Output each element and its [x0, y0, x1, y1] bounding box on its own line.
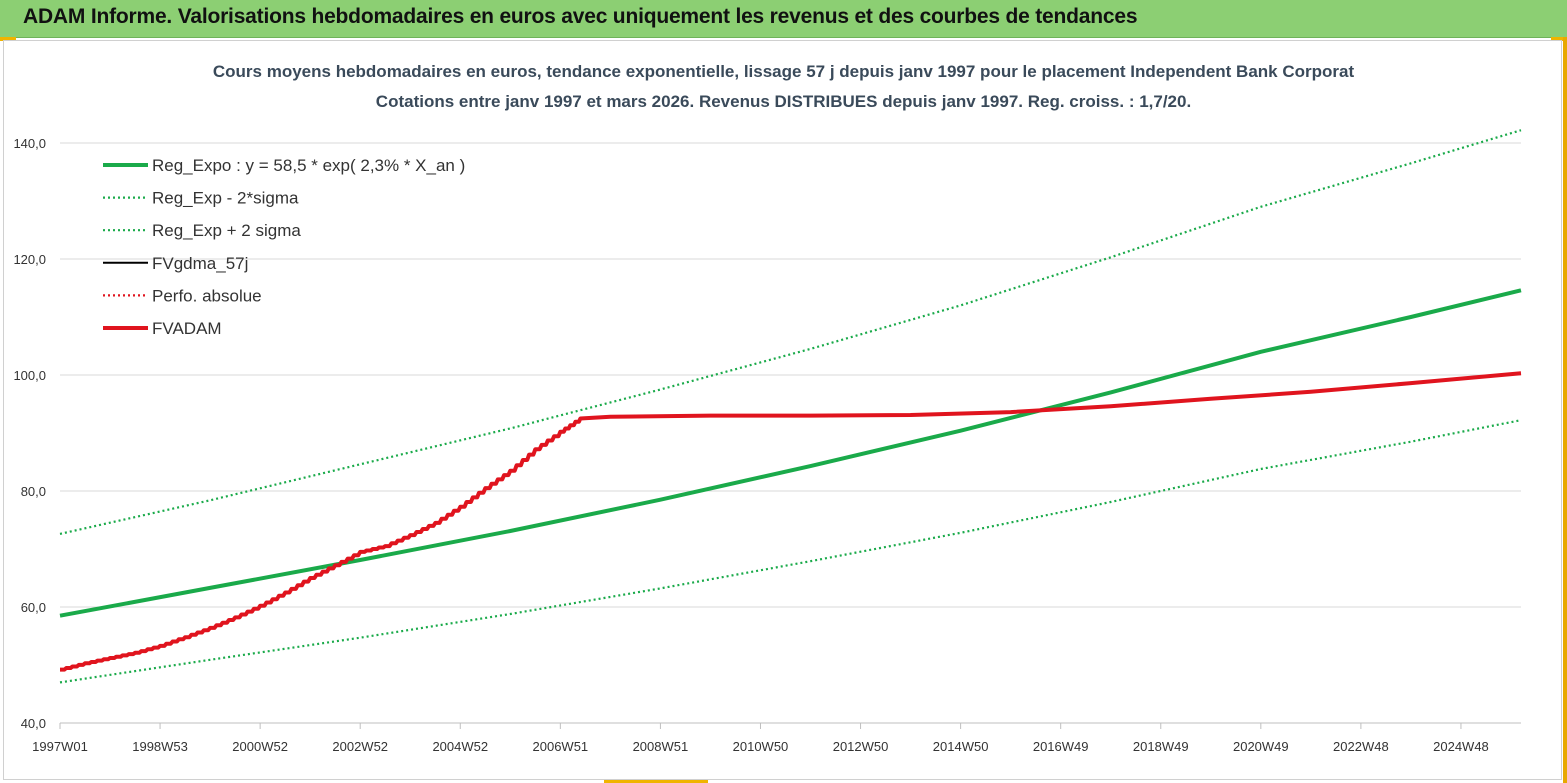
- report-header: ADAM Informe. Valorisations hebdomadaire…: [0, 0, 1567, 38]
- x-tick-label: 2024W48: [1433, 739, 1489, 754]
- x-tick-label: 1998W53: [132, 739, 188, 754]
- legend-label: FVADAM: [152, 319, 222, 338]
- chart-title-line-1: Cours moyens hebdomadaires en euros, ten…: [212, 62, 1355, 81]
- y-tick-label: 120,0: [13, 252, 46, 267]
- y-tick-label: 40,0: [21, 716, 46, 731]
- x-tick-label: 2022W48: [1333, 739, 1389, 754]
- chart-frame: [3, 40, 1562, 780]
- legend-label: Perfo. absolue: [152, 286, 262, 305]
- series-line-0: [59, 288, 1522, 618]
- legend-label: Reg_Exp + 2 sigma: [152, 221, 301, 240]
- y-tick-label: 60,0: [21, 600, 46, 615]
- y-tick-label: 140,0: [13, 136, 46, 151]
- x-tick-label: 2014W50: [933, 739, 989, 754]
- chart-title-line-2: Cotations entre janv 1997 et mars 2026. …: [375, 92, 1192, 111]
- x-tick-label: 2016W49: [1033, 739, 1089, 754]
- legend-label: FVgdma_57j: [152, 254, 248, 273]
- corner-mark-left: [0, 37, 16, 41]
- x-tick-label: 2020W49: [1233, 739, 1289, 754]
- legend-label: Reg_Exp - 2*sigma: [152, 189, 299, 208]
- legend-label: Reg_Expo : y = 58,5 * exp( 2,3% * X_an ): [152, 156, 465, 175]
- corner-mark-right: [1551, 37, 1567, 41]
- series-line-2: [59, 129, 1522, 535]
- y-tick-label: 80,0: [21, 484, 46, 499]
- corner-mark-right-edge: [1563, 37, 1567, 783]
- series-line-3: [60, 371, 1522, 672]
- x-tick-label: 2018W49: [1133, 739, 1189, 754]
- x-tick-label: 2008W51: [633, 739, 689, 754]
- x-tick-label: 2006W51: [533, 739, 589, 754]
- y-tick-label: 100,0: [13, 368, 46, 383]
- x-tick-label: 2004W52: [432, 739, 488, 754]
- x-tick-label: 2012W50: [833, 739, 889, 754]
- x-tick-label: 2000W52: [232, 739, 288, 754]
- report-title: ADAM Informe. Valorisations hebdomadaire…: [23, 5, 1138, 28]
- series-line-1: [59, 419, 1522, 684]
- x-tick-label: 2002W52: [332, 739, 388, 754]
- x-tick-label: 2010W50: [733, 739, 789, 754]
- x-tick-label: 1997W01: [32, 739, 88, 754]
- corner-mark-bottom: [604, 779, 708, 783]
